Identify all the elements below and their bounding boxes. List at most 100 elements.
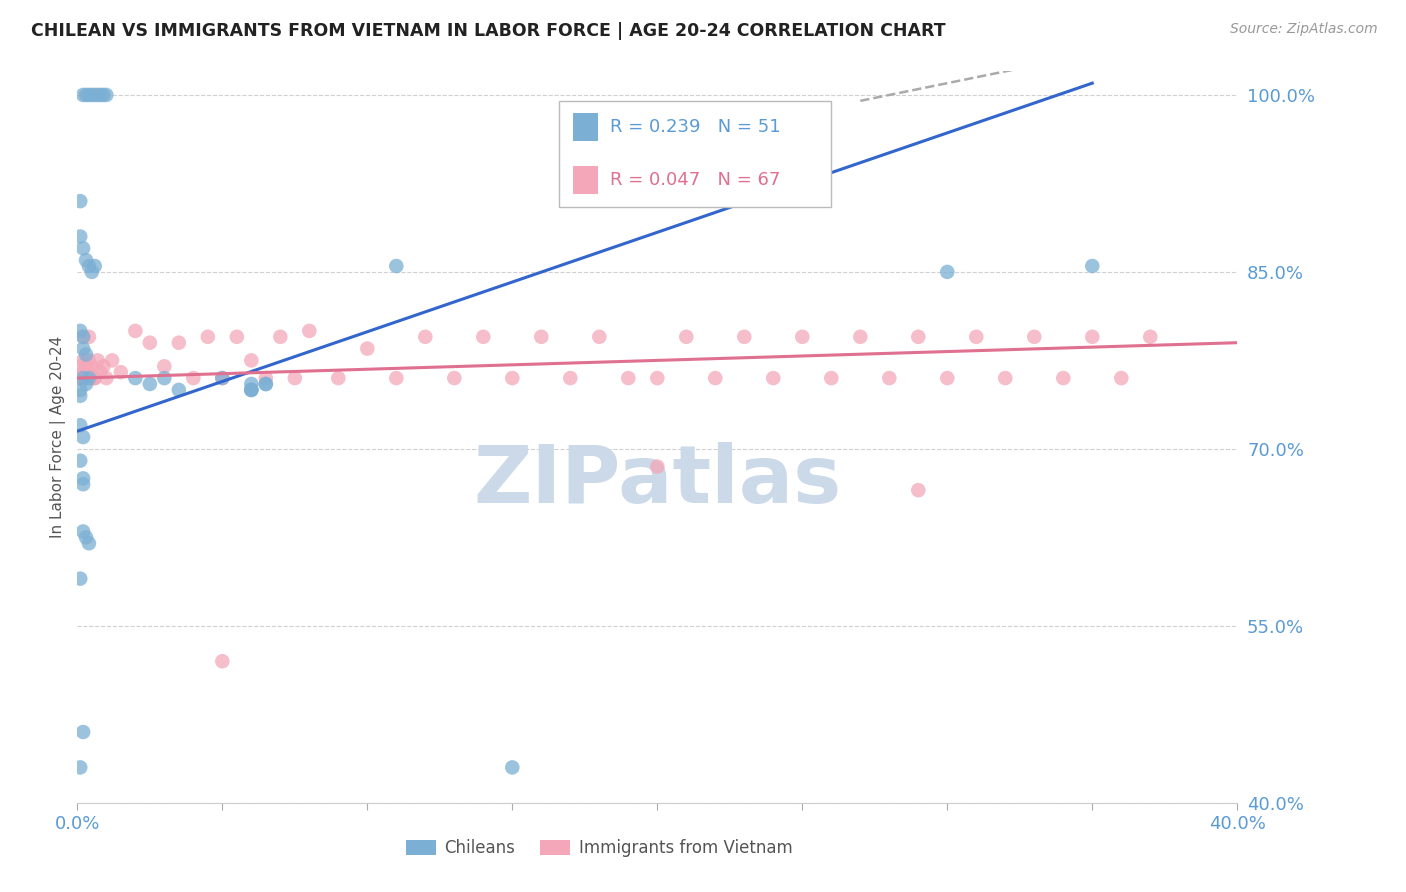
- Point: [284, 371, 307, 385]
- Point: [72, 430, 94, 444]
- Point: [72, 371, 94, 385]
- Point: [83, 87, 105, 102]
- Point: [72, 330, 94, 344]
- Point: [75, 253, 97, 268]
- Point: [86, 87, 108, 102]
- Point: [936, 371, 959, 385]
- Point: [124, 371, 146, 385]
- Point: [792, 330, 814, 344]
- Point: [80, 87, 103, 102]
- Point: [328, 371, 350, 385]
- Point: [647, 371, 669, 385]
- Point: [211, 371, 233, 385]
- Point: [472, 330, 495, 344]
- Point: [1111, 371, 1133, 385]
- Point: [96, 371, 118, 385]
- Point: [90, 87, 111, 102]
- Point: [69, 371, 91, 385]
- Point: [75, 371, 97, 385]
- Point: [240, 383, 263, 397]
- Point: [704, 371, 727, 385]
- Point: [413, 330, 436, 344]
- Text: R = 0.047   N = 67: R = 0.047 N = 67: [610, 170, 780, 188]
- Point: [72, 471, 94, 485]
- Point: [1024, 330, 1046, 344]
- Point: [75, 359, 97, 374]
- Point: [1052, 371, 1074, 385]
- Point: [75, 530, 97, 544]
- Point: [69, 383, 91, 397]
- Point: [167, 383, 190, 397]
- Point: [356, 342, 378, 356]
- Point: [298, 324, 321, 338]
- Bar: [572, 113, 598, 141]
- Point: [994, 371, 1017, 385]
- Text: CHILEAN VS IMMIGRANTS FROM VIETNAM IN LABOR FORCE | AGE 20-24 CORRELATION CHART: CHILEAN VS IMMIGRANTS FROM VIETNAM IN LA…: [31, 22, 946, 40]
- Point: [1081, 259, 1104, 273]
- Point: [153, 371, 176, 385]
- Point: [93, 359, 115, 374]
- Point: [96, 87, 118, 102]
- Point: [907, 330, 929, 344]
- Point: [501, 371, 523, 385]
- Point: [820, 371, 842, 385]
- Point: [240, 383, 263, 397]
- Point: [69, 229, 91, 244]
- Point: [124, 324, 146, 338]
- Point: [69, 194, 91, 208]
- Point: [907, 483, 929, 498]
- Point: [77, 536, 100, 550]
- Point: [1139, 330, 1161, 344]
- Bar: [572, 166, 598, 194]
- Point: [69, 572, 91, 586]
- Point: [197, 330, 219, 344]
- Point: [69, 324, 91, 338]
- Point: [72, 342, 94, 356]
- Point: [75, 347, 97, 361]
- Point: [211, 371, 233, 385]
- Point: [83, 371, 105, 385]
- Point: [93, 87, 115, 102]
- Point: [733, 330, 755, 344]
- Point: [965, 330, 987, 344]
- Point: [560, 371, 582, 385]
- Point: [385, 371, 408, 385]
- FancyBboxPatch shape: [558, 101, 831, 207]
- Point: [1081, 330, 1104, 344]
- Point: [72, 524, 94, 539]
- Legend: Chileans, Immigrants from Vietnam: Chileans, Immigrants from Vietnam: [399, 832, 799, 864]
- Point: [77, 330, 100, 344]
- Point: [72, 365, 94, 379]
- Point: [72, 330, 94, 344]
- Point: [110, 365, 132, 379]
- Point: [211, 654, 233, 668]
- Point: [936, 265, 959, 279]
- Point: [75, 376, 97, 391]
- Point: [240, 383, 263, 397]
- Point: [72, 241, 94, 255]
- Point: [269, 330, 291, 344]
- Point: [225, 330, 247, 344]
- Point: [72, 725, 94, 739]
- Point: [83, 371, 105, 385]
- Point: [75, 87, 97, 102]
- Point: [86, 353, 108, 368]
- Point: [69, 453, 91, 467]
- Point: [183, 371, 205, 385]
- Point: [139, 376, 162, 391]
- Point: [77, 87, 100, 102]
- Point: [153, 359, 176, 374]
- Point: [80, 371, 103, 385]
- Point: [69, 389, 91, 403]
- Text: R = 0.239   N = 51: R = 0.239 N = 51: [610, 118, 780, 136]
- Point: [75, 371, 97, 385]
- Point: [849, 330, 872, 344]
- Point: [240, 353, 263, 368]
- Text: Source: ZipAtlas.com: Source: ZipAtlas.com: [1230, 22, 1378, 37]
- Text: ZIPatlas: ZIPatlas: [474, 442, 841, 520]
- Point: [69, 418, 91, 433]
- Y-axis label: In Labor Force | Age 20-24: In Labor Force | Age 20-24: [51, 336, 66, 538]
- Point: [139, 335, 162, 350]
- Point: [101, 353, 124, 368]
- Point: [443, 371, 465, 385]
